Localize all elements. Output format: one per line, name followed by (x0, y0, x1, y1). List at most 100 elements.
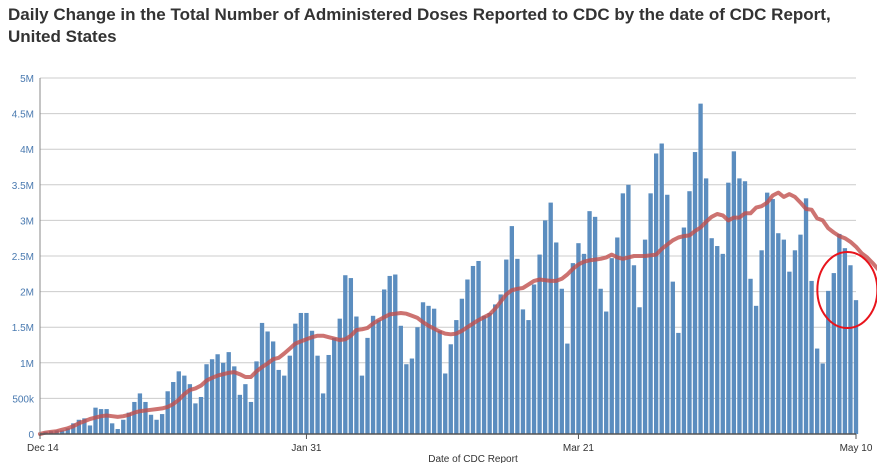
x-axis-label: Date of CDC Report (428, 454, 518, 463)
bar (814, 348, 820, 434)
bar (592, 216, 598, 434)
bar (493, 304, 498, 434)
bar (465, 279, 470, 434)
bar (720, 253, 725, 434)
bar (554, 242, 559, 434)
bar (609, 258, 614, 434)
y-tick-label: 1M (20, 359, 34, 370)
bar (798, 234, 803, 434)
bar (209, 359, 215, 434)
bar (448, 344, 453, 434)
bar (520, 309, 526, 434)
bar (848, 265, 853, 434)
bar (193, 403, 198, 434)
bar (548, 202, 553, 434)
bar (653, 153, 659, 435)
bar (698, 103, 703, 434)
bar (581, 253, 587, 434)
bar (487, 312, 492, 434)
bar (393, 274, 398, 434)
bar (71, 423, 76, 434)
bar (187, 384, 193, 434)
bar (287, 355, 292, 434)
bar (98, 409, 104, 434)
bar (504, 259, 509, 434)
bar (148, 414, 154, 434)
bar (426, 305, 431, 434)
x-axis-ticks: Dec 14 Jan 31 Mar 21 May 10 (27, 434, 873, 454)
bar (598, 288, 603, 434)
bar (570, 263, 576, 434)
bar (376, 320, 381, 434)
x-tick-label: May 10 (840, 443, 873, 454)
bar (132, 401, 137, 434)
bar (604, 311, 609, 434)
bar (304, 312, 309, 434)
y-tick-label: 3.5M (12, 181, 34, 192)
bar (776, 233, 781, 434)
bar (737, 178, 742, 434)
bar (126, 412, 131, 434)
bar (293, 323, 298, 434)
bar (60, 430, 65, 434)
y-tick-label: 500k (12, 394, 35, 405)
bar (320, 393, 326, 434)
bar (137, 393, 143, 434)
bar (109, 423, 115, 434)
bar (659, 143, 664, 434)
bar (676, 332, 681, 434)
bar (542, 220, 548, 434)
bar (381, 289, 387, 434)
bar (576, 243, 581, 434)
bar (237, 394, 243, 434)
bar (853, 300, 859, 434)
bar (398, 325, 403, 434)
chart-title-line-2: United States (8, 27, 117, 46)
bar (498, 294, 503, 434)
bar (831, 273, 836, 434)
bar (359, 375, 365, 434)
bar (171, 382, 176, 434)
bar (837, 233, 842, 434)
y-tick-label: 2.5M (12, 252, 34, 263)
bar (387, 275, 392, 434)
bar (270, 341, 276, 434)
bar (620, 193, 626, 434)
bar (115, 429, 120, 434)
bar (792, 250, 798, 434)
y-tick-label: 0 (28, 430, 34, 441)
y-tick-label: 5M (20, 74, 34, 85)
bar (765, 192, 770, 434)
bar (93, 407, 98, 434)
bar (531, 284, 537, 434)
bar (587, 211, 592, 434)
bar (309, 330, 315, 434)
bar (298, 312, 304, 434)
bar (259, 322, 265, 434)
bar (687, 191, 692, 434)
y-tick-label: 1.5M (12, 323, 34, 334)
bar (76, 419, 82, 434)
bar (537, 254, 542, 434)
highlight-circle (816, 251, 877, 330)
chart-title: Daily Change in the Total Number of Admi… (8, 4, 873, 48)
bar (642, 239, 648, 434)
bar (248, 401, 254, 434)
bar (204, 364, 209, 434)
bar (348, 278, 354, 434)
average-line (38, 190, 877, 436)
bar (615, 237, 620, 434)
bar (215, 354, 220, 434)
bar (337, 318, 342, 434)
bar (370, 315, 376, 434)
bar (404, 364, 409, 434)
bar (454, 320, 459, 434)
bar (159, 414, 165, 434)
bar (332, 337, 337, 434)
bar (665, 194, 670, 434)
bar (842, 248, 848, 434)
bar (703, 178, 709, 434)
bar (221, 362, 226, 434)
y-tick-label: 3M (20, 216, 34, 227)
